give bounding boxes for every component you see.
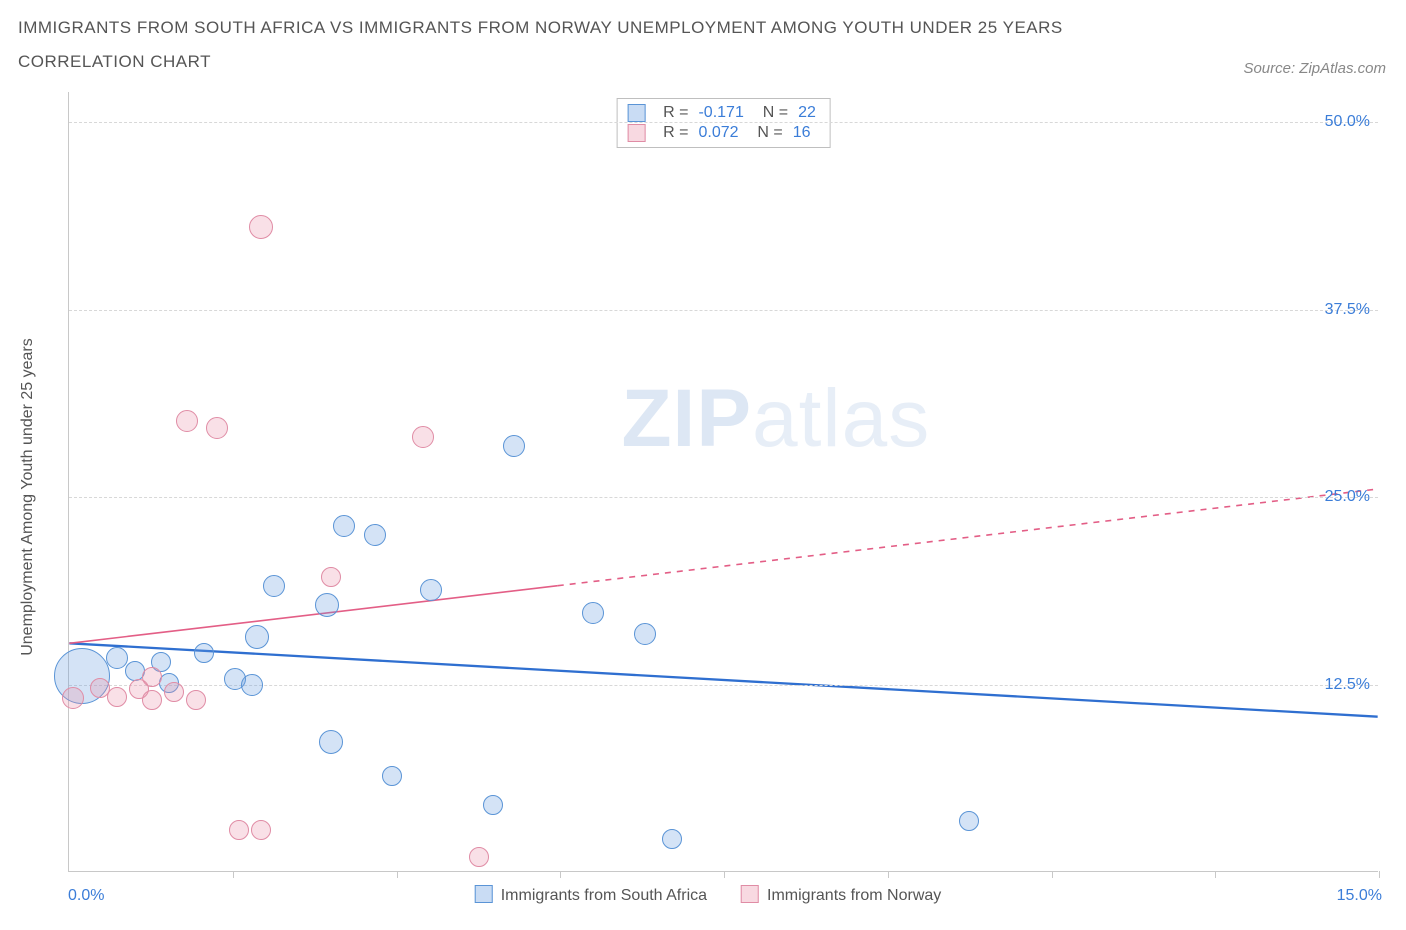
data-point — [229, 820, 249, 840]
data-point — [107, 687, 127, 707]
trend-lines — [69, 92, 1378, 871]
data-point — [186, 690, 206, 710]
swatch-pink-icon — [741, 885, 759, 903]
chart-container: Unemployment Among Youth under 25 years … — [28, 92, 1388, 902]
data-point — [469, 847, 489, 867]
data-point — [333, 515, 355, 537]
data-point — [241, 674, 263, 696]
data-point — [315, 593, 339, 617]
data-point — [959, 811, 979, 831]
swatch-blue-icon — [475, 885, 493, 903]
data-point — [142, 667, 162, 687]
data-point — [106, 647, 128, 669]
chart-subtitle: CORRELATION CHART — [18, 52, 1406, 72]
data-point — [249, 215, 273, 239]
data-point — [251, 820, 271, 840]
data-point — [662, 829, 682, 849]
data-point — [321, 567, 341, 587]
data-point — [194, 643, 214, 663]
data-point — [245, 625, 269, 649]
y-tick-label: 50.0% — [1325, 113, 1370, 131]
data-point — [503, 435, 525, 457]
y-tick-label: 37.5% — [1325, 301, 1370, 319]
y-tick-label: 25.0% — [1325, 488, 1370, 506]
data-point — [164, 682, 184, 702]
data-point — [263, 575, 285, 597]
chart-title: IMMIGRANTS FROM SOUTH AFRICA VS IMMIGRAN… — [18, 18, 1406, 38]
watermark: ZIPatlas — [621, 372, 930, 466]
y-axis-label: Unemployment Among Youth under 25 years — [19, 338, 37, 656]
stats-row-sa: R = -0.171 N = 22 — [627, 103, 816, 123]
legend-item-no: Immigrants from Norway — [741, 885, 941, 905]
data-point — [206, 417, 228, 439]
data-point — [483, 795, 503, 815]
legend-item-sa: Immigrants from South Africa — [475, 885, 707, 905]
gridline — [69, 122, 1378, 123]
data-point — [319, 730, 343, 754]
data-point — [62, 687, 84, 709]
x-tick — [233, 871, 234, 878]
data-point — [382, 766, 402, 786]
bottom-legend: Immigrants from South Africa Immigrants … — [475, 885, 942, 905]
data-point — [582, 602, 604, 624]
swatch-pink-icon — [627, 124, 645, 142]
gridline — [69, 685, 1378, 686]
data-point — [364, 524, 386, 546]
data-point — [412, 426, 434, 448]
plot-area: ZIPatlas R = -0.171 N = 22 R = 0.072 N =… — [68, 92, 1378, 872]
data-point — [420, 579, 442, 601]
x-axis-min-label: 0.0% — [68, 887, 104, 905]
x-tick — [1052, 871, 1053, 878]
gridline — [69, 497, 1378, 498]
data-point — [142, 690, 162, 710]
y-tick-label: 12.5% — [1325, 676, 1370, 694]
x-tick — [1379, 871, 1380, 878]
data-point — [634, 623, 656, 645]
swatch-blue-icon — [627, 104, 645, 122]
x-tick — [560, 871, 561, 878]
gridline — [69, 310, 1378, 311]
x-tick — [1215, 871, 1216, 878]
x-axis-max-label: 15.0% — [1337, 887, 1382, 905]
source-attribution: Source: ZipAtlas.com — [1243, 60, 1386, 77]
stats-row-no: R = 0.072 N = 16 — [627, 123, 816, 143]
x-tick — [397, 871, 398, 878]
x-tick — [724, 871, 725, 878]
stats-legend: R = -0.171 N = 22 R = 0.072 N = 16 — [616, 98, 831, 148]
x-tick — [888, 871, 889, 878]
data-point — [176, 410, 198, 432]
